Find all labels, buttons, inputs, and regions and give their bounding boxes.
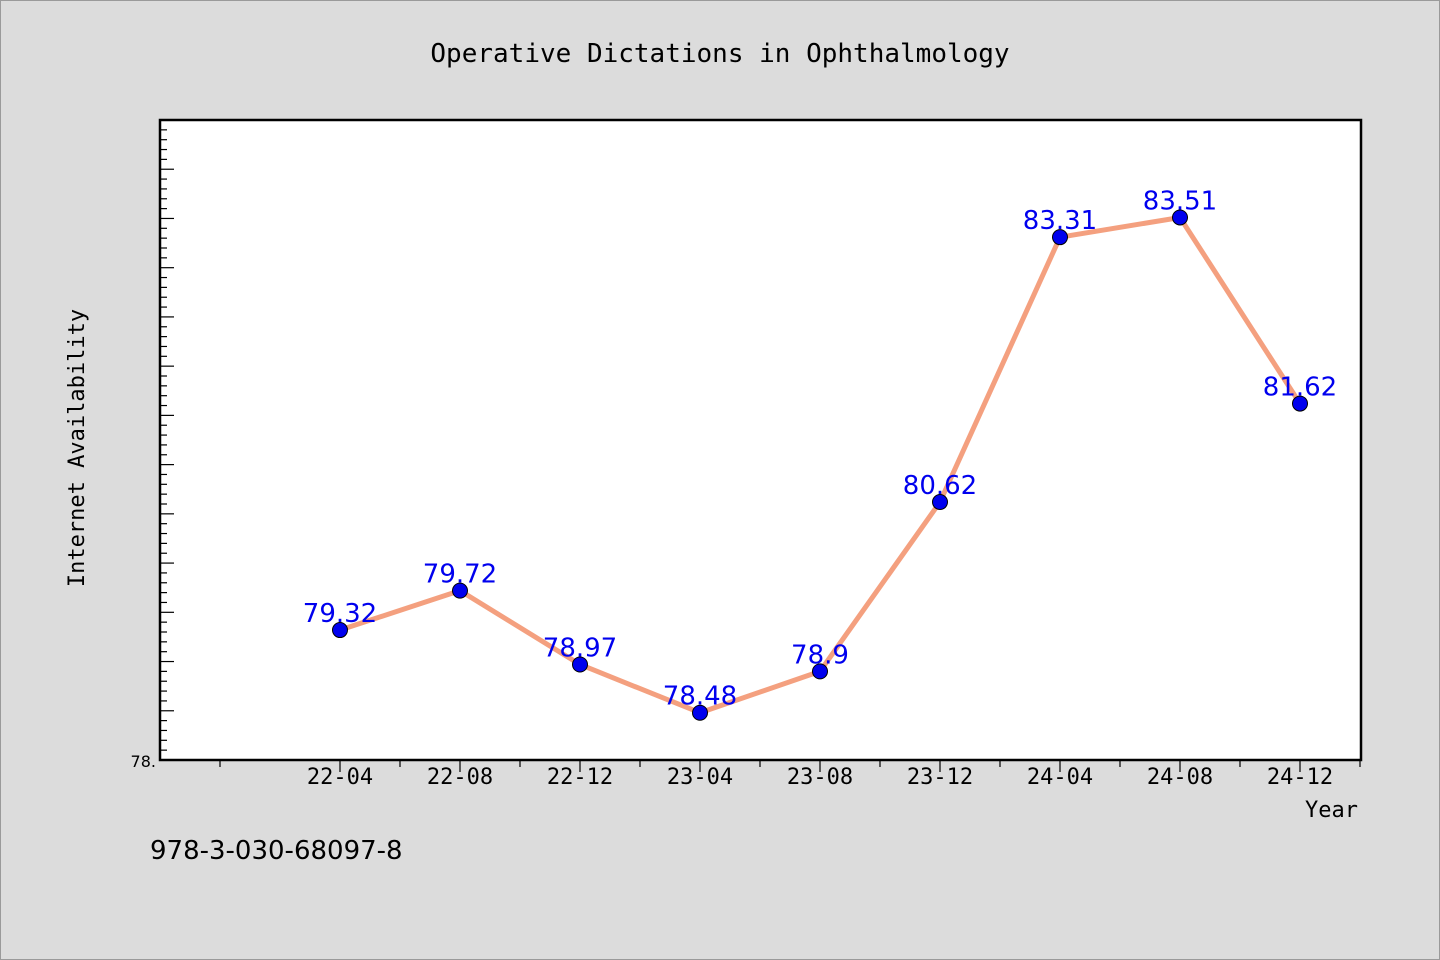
data-label: 78.9 (791, 640, 849, 670)
data-point (692, 704, 708, 721)
data-label: 81.62 (1263, 373, 1337, 403)
data-point (332, 622, 348, 639)
x-axis-label: Year (1305, 798, 1358, 823)
x-axis-tick-labels: 22-04 22-08 22-12 23-04 23-08 23-12 24-04 24-08… (307, 765, 1333, 790)
data-point (1292, 395, 1308, 412)
data-label: 80.62 (903, 471, 977, 501)
data-label: 83.51 (1143, 186, 1217, 216)
x-tick-label: 22-04 (307, 765, 373, 790)
y-tick-label: 78. (131, 752, 156, 771)
x-axis-ticks (219, 760, 1361, 772)
plot-area (158, 118, 1363, 762)
data-label: 78.97 (543, 633, 617, 663)
x-tick-label: 22-12 (547, 765, 613, 790)
data-label: 78.48 (663, 682, 737, 712)
data-label: 79.32 (303, 599, 377, 629)
y-axis-ticks (160, 129, 174, 751)
data-point (572, 656, 588, 673)
x-tick-label: 23-08 (787, 765, 853, 790)
x-tick-label: 23-12 (907, 765, 973, 790)
data-point (932, 494, 948, 511)
chart-title: Operative Dictations in Ophthalmology (430, 39, 1009, 69)
data-point (1052, 229, 1068, 246)
data-label: 83.31 (1023, 206, 1097, 236)
data-label: 79.72 (423, 560, 497, 590)
data-point (1172, 209, 1188, 226)
data-point (452, 582, 468, 599)
y-axis-tick-labels: 78. (131, 752, 156, 771)
x-tick-label: 23-04 (667, 765, 733, 790)
data-labels: 79.32 79.72 78.97 78.48 78.9 80.62 83.31 83.51 8… (303, 186, 1337, 711)
x-tick-label: 24-04 (1027, 765, 1093, 790)
y-axis-label: Internet Availability (65, 309, 90, 587)
footer-identifier: 978-3-030-68097-8 (150, 836, 403, 866)
data-points (332, 209, 1308, 721)
x-tick-label: 22-08 (427, 765, 493, 790)
data-point (812, 663, 828, 680)
x-tick-label: 24-08 (1147, 765, 1213, 790)
x-tick-label: 24-12 (1267, 765, 1333, 790)
